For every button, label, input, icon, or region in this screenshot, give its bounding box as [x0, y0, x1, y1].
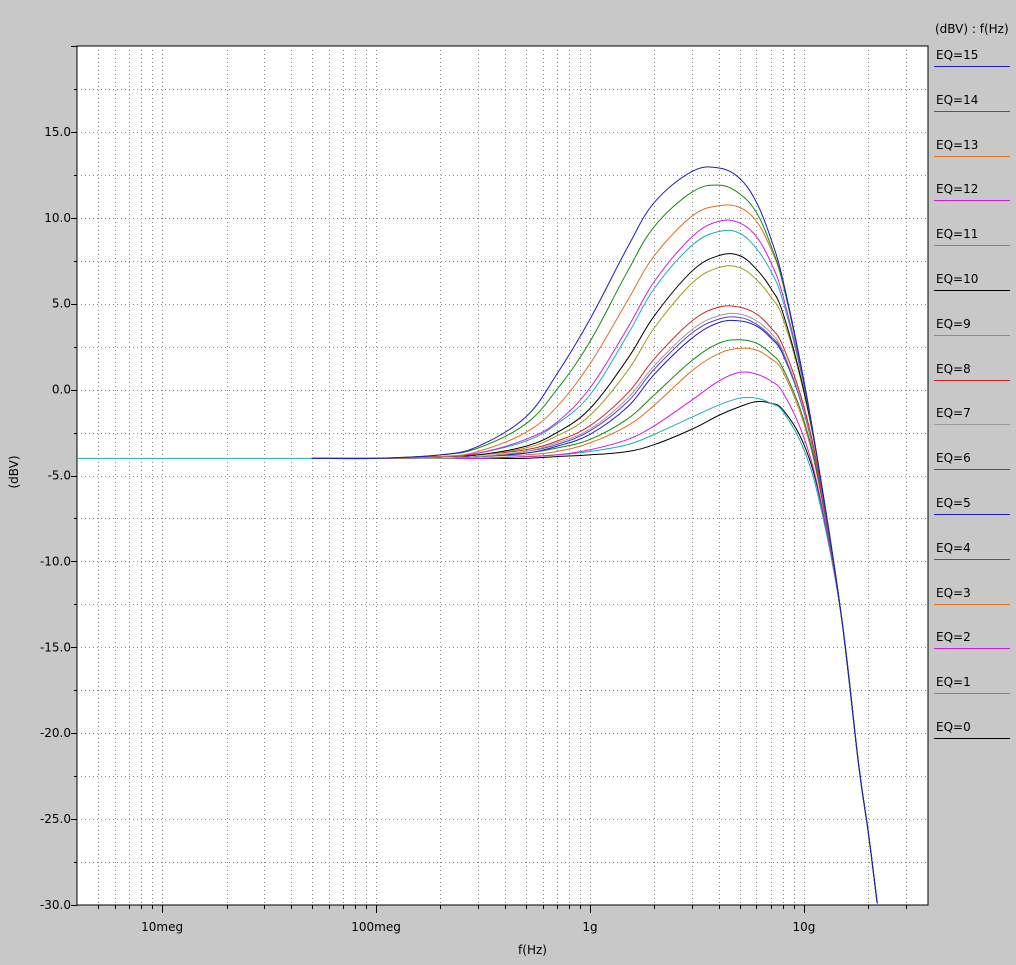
- legend-swatch: [934, 110, 1010, 112]
- legend-swatch: [934, 738, 1010, 739]
- y-tick-label: 5.0: [52, 297, 71, 311]
- legend-item: EQ=3: [932, 586, 1014, 630]
- legend-swatch: [934, 245, 1010, 247]
- legend-item: EQ=2: [932, 630, 1014, 674]
- y-axis-label: (dBV): [7, 455, 21, 488]
- legend-swatch: [934, 290, 1010, 291]
- x-axis-label: f(Hz): [518, 943, 547, 957]
- legend-item: EQ=0: [932, 720, 1014, 764]
- y-tick-label: -5.0: [48, 469, 71, 483]
- legend-label: EQ=8: [936, 361, 971, 376]
- legend-item: EQ=10: [932, 272, 1014, 316]
- legend-label: EQ=5: [936, 496, 971, 510]
- legend-item: EQ=7: [932, 406, 1014, 450]
- legend-label: EQ=3: [936, 585, 971, 600]
- legend-swatch: [934, 334, 1010, 336]
- legend-swatch: [934, 648, 1010, 650]
- legend-swatch: [934, 155, 1010, 157]
- legend-swatch: [934, 603, 1010, 605]
- legend-title: (dBV) : f(Hz): [935, 22, 1009, 36]
- legend-item: EQ=15: [932, 48, 1014, 92]
- legend-label: EQ=9: [936, 316, 971, 331]
- legend-swatch: [934, 514, 1010, 515]
- legend-swatch: [934, 200, 1010, 202]
- legend-label: EQ=7: [936, 406, 971, 421]
- legend-label: EQ=11: [936, 227, 979, 242]
- y-tick-label: 0.0: [52, 383, 71, 397]
- legend-item: EQ=9: [932, 317, 1014, 361]
- y-tick-label: -10.0: [40, 554, 71, 568]
- legend-label: EQ=4: [936, 540, 971, 555]
- y-tick-label: -15.0: [40, 640, 71, 654]
- y-tick-label: -20.0: [40, 726, 71, 740]
- legend-item: EQ=6: [932, 451, 1014, 495]
- legend-swatch: [934, 379, 1010, 381]
- x-tick-label: 10g: [793, 920, 816, 934]
- x-tick-label: 1g: [582, 920, 597, 934]
- legend-item: EQ=12: [932, 182, 1014, 226]
- plot-area: [76, 45, 929, 906]
- legend-item: EQ=1: [932, 675, 1014, 719]
- legend-label: EQ=2: [936, 630, 971, 645]
- x-tick-label: 10meg: [141, 920, 183, 934]
- legend-item: EQ=5: [932, 496, 1014, 540]
- legend-swatch: [934, 424, 1010, 426]
- legend-swatch: [934, 469, 1010, 471]
- legend-label: EQ=15: [936, 48, 979, 62]
- legend-item: EQ=4: [932, 541, 1014, 585]
- legend-item: EQ=13: [932, 138, 1014, 182]
- legend-label: EQ=10: [936, 272, 979, 286]
- y-tick-label: 10.0: [44, 211, 71, 225]
- legend-item: EQ=11: [932, 227, 1014, 271]
- legend-label: EQ=12: [936, 182, 979, 197]
- legend-label: EQ=1: [936, 675, 971, 690]
- y-tick-label: -25.0: [40, 812, 71, 826]
- legend-item: EQ=8: [932, 362, 1014, 406]
- y-tick-label: 15.0: [44, 125, 71, 139]
- legend-label: EQ=0: [936, 720, 971, 734]
- x-tick-label: 100meg: [351, 920, 401, 934]
- legend-label: EQ=13: [936, 137, 979, 152]
- legend-label: EQ=14: [936, 92, 979, 107]
- axis-ticks: [71, 46, 907, 913]
- legend-swatch: [934, 693, 1010, 695]
- legend-item: EQ=14: [932, 93, 1014, 137]
- legend-swatch: [934, 66, 1010, 67]
- series-lines: [77, 166, 878, 904]
- legend-label: EQ=6: [936, 451, 971, 466]
- legend: (dBV) : f(Hz) EQ=15 EQ=14 EQ=13 EQ=12 EQ=11 E…: [932, 18, 1016, 758]
- series-line-eq-15: [311, 166, 878, 904]
- legend-swatch: [934, 558, 1010, 560]
- y-tick-label: -30.0: [40, 898, 71, 912]
